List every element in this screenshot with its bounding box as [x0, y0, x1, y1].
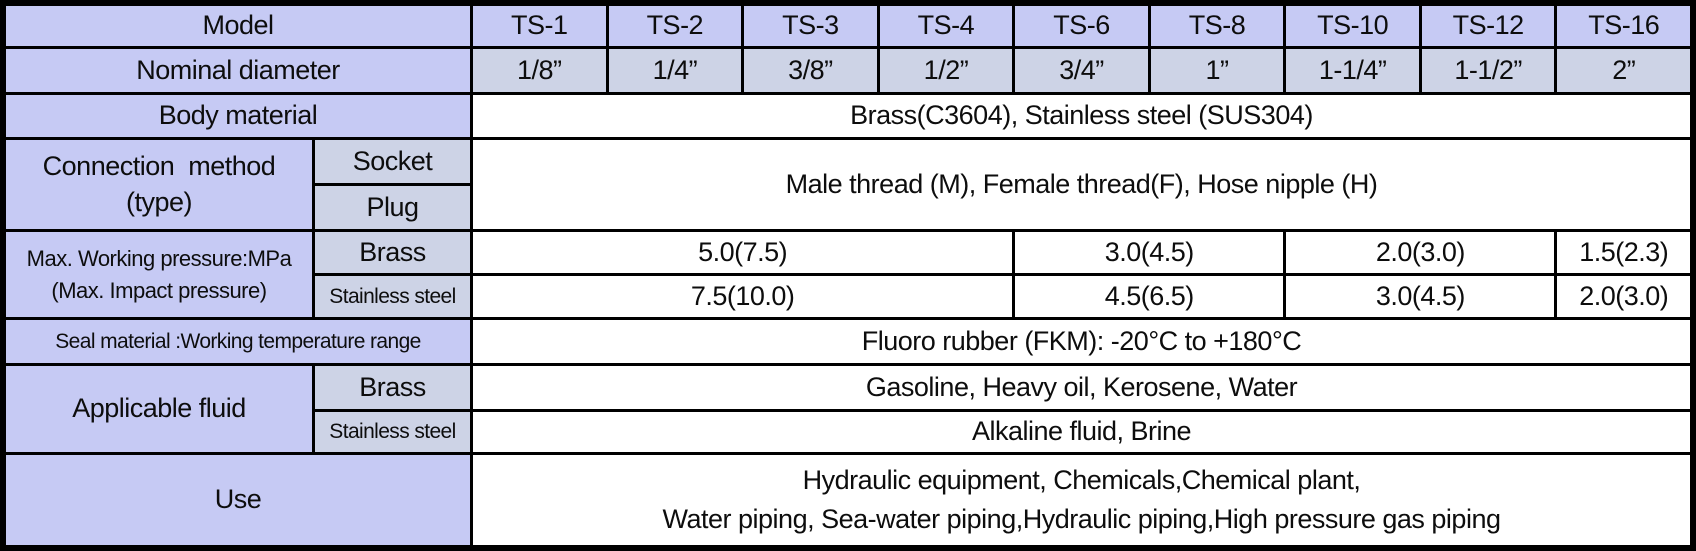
- fluid-stainless-label: Stainless steel: [315, 412, 470, 452]
- use-label: Use: [6, 455, 470, 545]
- model-header-ts-1: TS-1: [473, 6, 606, 46]
- model-header-ts-3: TS-3: [744, 6, 877, 46]
- model-header-ts-10: TS-10: [1286, 6, 1419, 46]
- pressure-brass-ts16: 1.5(2.3): [1557, 232, 1690, 273]
- pressure-stainless-ts6-ts8: 4.5(6.5): [1015, 276, 1284, 317]
- model-header-ts-6: TS-6: [1015, 6, 1148, 46]
- diameter-ts-16: 2”: [1557, 49, 1690, 92]
- diameter-row-label: Nominal diameter: [6, 49, 470, 92]
- pressure-stainless-ts16: 2.0(3.0): [1557, 276, 1690, 317]
- diameter-ts-6: 3/4”: [1015, 49, 1148, 92]
- body-material-value: Brass(C3604), Stainless steel (SUS304): [473, 95, 1690, 137]
- diameter-ts-8: 1”: [1150, 49, 1284, 92]
- pressure-brass-label: Brass: [315, 232, 470, 273]
- diameter-ts-2: 1/4”: [608, 49, 742, 92]
- fluid-brass-label: Brass: [315, 366, 470, 409]
- diameter-ts-3: 3/8”: [744, 49, 877, 92]
- fluid-stainless-value: Alkaline fluid, Brine: [473, 412, 1690, 452]
- pressure-brass-ts6-ts8: 3.0(4.5): [1015, 232, 1284, 273]
- pressure-stainless-label: Stainless steel: [315, 276, 470, 317]
- diameter-ts-1: 1/8”: [473, 49, 606, 92]
- pressure-label: Max. Working pressure:MPa (Max. Impact p…: [6, 232, 312, 317]
- model-header-ts-2: TS-2: [608, 6, 742, 46]
- model-header-ts-16: TS-16: [1557, 6, 1690, 46]
- connection-socket-label: Socket: [315, 140, 470, 183]
- applicable-fluid-label: Applicable fluid: [6, 366, 312, 452]
- pressure-stainless-ts1-ts4: 7.5(10.0): [473, 276, 1013, 317]
- model-header-ts-12: TS-12: [1421, 6, 1555, 46]
- pressure-brass-ts1-ts4: 5.0(7.5): [473, 232, 1013, 273]
- connection-plug-label: Plug: [315, 186, 470, 229]
- pressure-brass-ts10-ts12: 2.0(3.0): [1286, 232, 1555, 273]
- seal-material-value: Fluoro rubber (FKM): -20°C to +180°C: [473, 320, 1690, 363]
- model-header-ts-8: TS-8: [1150, 6, 1284, 46]
- pressure-stainless-ts10-ts12: 3.0(4.5): [1286, 276, 1555, 317]
- diameter-ts-12: 1-1/2”: [1421, 49, 1555, 92]
- fluid-brass-value: Gasoline, Heavy oil, Kerosene, Water: [473, 366, 1690, 409]
- model-header-ts-4: TS-4: [879, 6, 1013, 46]
- use-value: Hydraulic equipment, Chemicals,Chemical …: [473, 455, 1690, 545]
- body-material-label: Body material: [6, 95, 470, 137]
- model-row-label: Model: [6, 6, 470, 46]
- connection-value: Male thread (M), Female thread(F), Hose …: [473, 140, 1690, 229]
- diameter-ts-4: 1/2”: [879, 49, 1013, 92]
- seal-material-label: Seal material :Working temperature range: [6, 320, 470, 363]
- diameter-ts-10: 1-1/4”: [1286, 49, 1419, 92]
- connection-method-label: Connection method (type): [6, 140, 312, 229]
